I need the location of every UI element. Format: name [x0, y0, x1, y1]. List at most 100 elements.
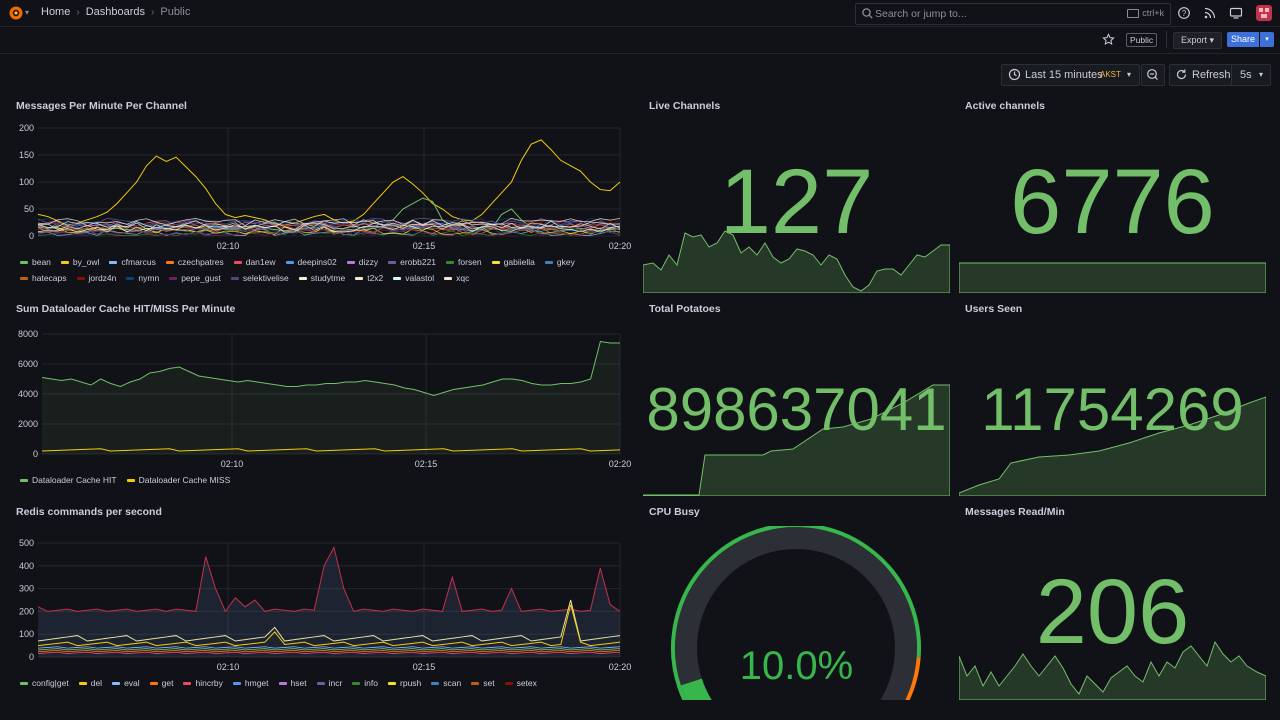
legend-label: scan — [443, 678, 462, 688]
legend-item[interactable]: forsen — [446, 257, 482, 267]
chevron-down-icon: ▾ — [1127, 70, 1132, 79]
panel-total-potatoes: Total Potatoes 898637041 — [643, 303, 950, 496]
legend-item[interactable]: valastol — [393, 273, 434, 283]
zoom-out-icon — [1147, 69, 1158, 80]
legend-item[interactable]: jordz4n — [76, 273, 116, 283]
share-dropdown-button[interactable]: ▾ — [1260, 32, 1274, 47]
timezone-label: AKST — [1100, 70, 1121, 79]
rss-icon[interactable] — [1203, 6, 1217, 20]
legend-label: bean — [32, 257, 51, 267]
legend-item[interactable]: info — [352, 678, 378, 688]
zoom-out-button[interactable] — [1141, 64, 1165, 86]
legend-item[interactable]: del — [78, 678, 103, 688]
legend-label: by_owl — [72, 257, 100, 267]
legend-label: del — [90, 678, 103, 688]
y-tick-label: 2000 — [18, 419, 38, 429]
legend-item[interactable]: xqc — [444, 273, 469, 283]
series-area — [38, 547, 620, 657]
y-tick-label: 150 — [19, 150, 34, 160]
search-input[interactable]: Search or jump to... ctrl+k — [855, 3, 1171, 25]
export-button[interactable]: Export ▾ — [1173, 32, 1222, 49]
legend-label: dan1ew — [245, 257, 276, 267]
legend-label: get — [161, 678, 174, 688]
legend-item[interactable]: hset — [278, 678, 307, 688]
legend-item[interactable]: czechpatres — [165, 257, 224, 267]
legend-item[interactable]: setex — [504, 678, 537, 688]
legend-swatch — [504, 681, 513, 685]
legend-swatch — [20, 478, 28, 482]
legend-item[interactable]: cfmarcus — [109, 257, 156, 267]
y-tick-label: 8000 — [18, 329, 38, 339]
legend-item[interactable]: get — [149, 678, 174, 688]
legend-label: xqc — [456, 273, 470, 283]
legend-item[interactable]: Dataloader Cache MISS — [126, 475, 230, 485]
legend-item[interactable]: hatecaps — [20, 273, 67, 283]
breadcrumb-dashboards[interactable]: Dashboards — [85, 6, 146, 18]
sparkline — [643, 384, 950, 496]
legend-item[interactable]: by_owl — [60, 257, 100, 267]
y-tick-label: 4000 — [18, 389, 38, 399]
panel-title[interactable]: CPU Busy — [649, 506, 700, 518]
legend-label: gkey — [556, 257, 575, 267]
series-line — [37, 546, 621, 613]
legend-label: t2x2 — [367, 273, 384, 283]
legend-item[interactable]: gkey — [544, 257, 575, 267]
user-avatar[interactable] — [1256, 5, 1272, 21]
help-icon[interactable]: ? — [1177, 6, 1191, 20]
panel-messages-per-minute: Messages Per Minute Per Channel 200 150 10… — [16, 100, 636, 290]
legend-item[interactable]: nymn — [126, 273, 159, 283]
legend-item[interactable]: studytme — [298, 273, 345, 283]
legend-item[interactable]: bean — [20, 257, 51, 267]
legend-label: deepins02 — [297, 257, 337, 267]
legend-item[interactable]: dan1ew — [233, 257, 276, 267]
panel-title[interactable]: Messages Read/Min — [965, 506, 1065, 518]
legend-item[interactable]: config|get — [20, 678, 69, 688]
star-icon[interactable] — [1102, 33, 1115, 46]
panel-title[interactable]: Redis commands per second — [16, 506, 162, 518]
y-tick-label: 200 — [19, 123, 34, 133]
panel-title[interactable]: Users Seen — [965, 303, 1023, 315]
stat-value: 6776 — [1010, 151, 1215, 253]
chevron-down-icon[interactable]: ▾ — [25, 8, 30, 17]
legend-item[interactable]: set — [471, 678, 495, 688]
y-tick-label: 400 — [19, 561, 34, 571]
legend-item[interactable]: pepe_gust — [169, 273, 221, 283]
legend-item[interactable]: deepins02 — [285, 257, 337, 267]
toolbar-divider — [1166, 31, 1167, 48]
legend-item[interactable]: eval — [112, 678, 140, 688]
panel-title[interactable]: Sum Dataloader Cache HIT/MISS Per Minute — [16, 303, 236, 315]
legend-swatch — [544, 260, 553, 264]
legend-swatch — [165, 260, 174, 264]
grafana-logo-icon[interactable] — [8, 5, 24, 21]
legend-item[interactable]: incr — [316, 678, 342, 688]
gauge-value: 10.0% — [739, 644, 854, 688]
monitor-icon[interactable] — [1229, 6, 1243, 20]
panel-title[interactable]: Messages Per Minute Per Channel — [16, 100, 187, 112]
refresh-interval-picker[interactable]: 5s ▾ — [1231, 64, 1271, 86]
series-line — [37, 220, 621, 229]
legend-item[interactable]: scan — [431, 678, 461, 688]
shortcut-label: ctrl+k — [1142, 8, 1164, 18]
breadcrumb-home[interactable]: Home — [41, 6, 71, 18]
x-tick-label: 02:15 — [413, 241, 436, 251]
legend-item[interactable]: erobb221 — [388, 257, 436, 267]
series-line — [37, 217, 621, 227]
legend-item[interactable]: gabiiella — [491, 257, 535, 267]
refresh-button[interactable]: Refresh — [1169, 64, 1233, 86]
panel-title[interactable]: Live Channels — [649, 100, 721, 112]
legend-item[interactable]: hmget — [232, 678, 269, 688]
legend-item[interactable]: Dataloader Cache HIT — [20, 475, 117, 485]
share-button[interactable]: Share — [1227, 32, 1259, 47]
panel-live-channels: Live Channels 127 — [643, 100, 950, 293]
legend-item[interactable]: rpush — [388, 678, 421, 688]
legend-swatch — [149, 681, 158, 685]
legend-item[interactable]: selektivelise — [230, 273, 289, 283]
legend-item[interactable]: dizzy — [346, 257, 378, 267]
time-range-picker[interactable]: Last 15 minutes AKST ▾ — [1001, 64, 1140, 86]
panel-title[interactable]: Total Potatoes — [649, 303, 721, 315]
legend-item[interactable]: t2x2 — [355, 273, 383, 283]
panel-title[interactable]: Active channels — [965, 100, 1045, 112]
panel-dataloader-cache: Sum Dataloader Cache HIT/MISS Per Minute… — [16, 303, 636, 493]
legend-label: pepe_gust — [181, 273, 221, 283]
legend-item[interactable]: hincrby — [183, 678, 223, 688]
